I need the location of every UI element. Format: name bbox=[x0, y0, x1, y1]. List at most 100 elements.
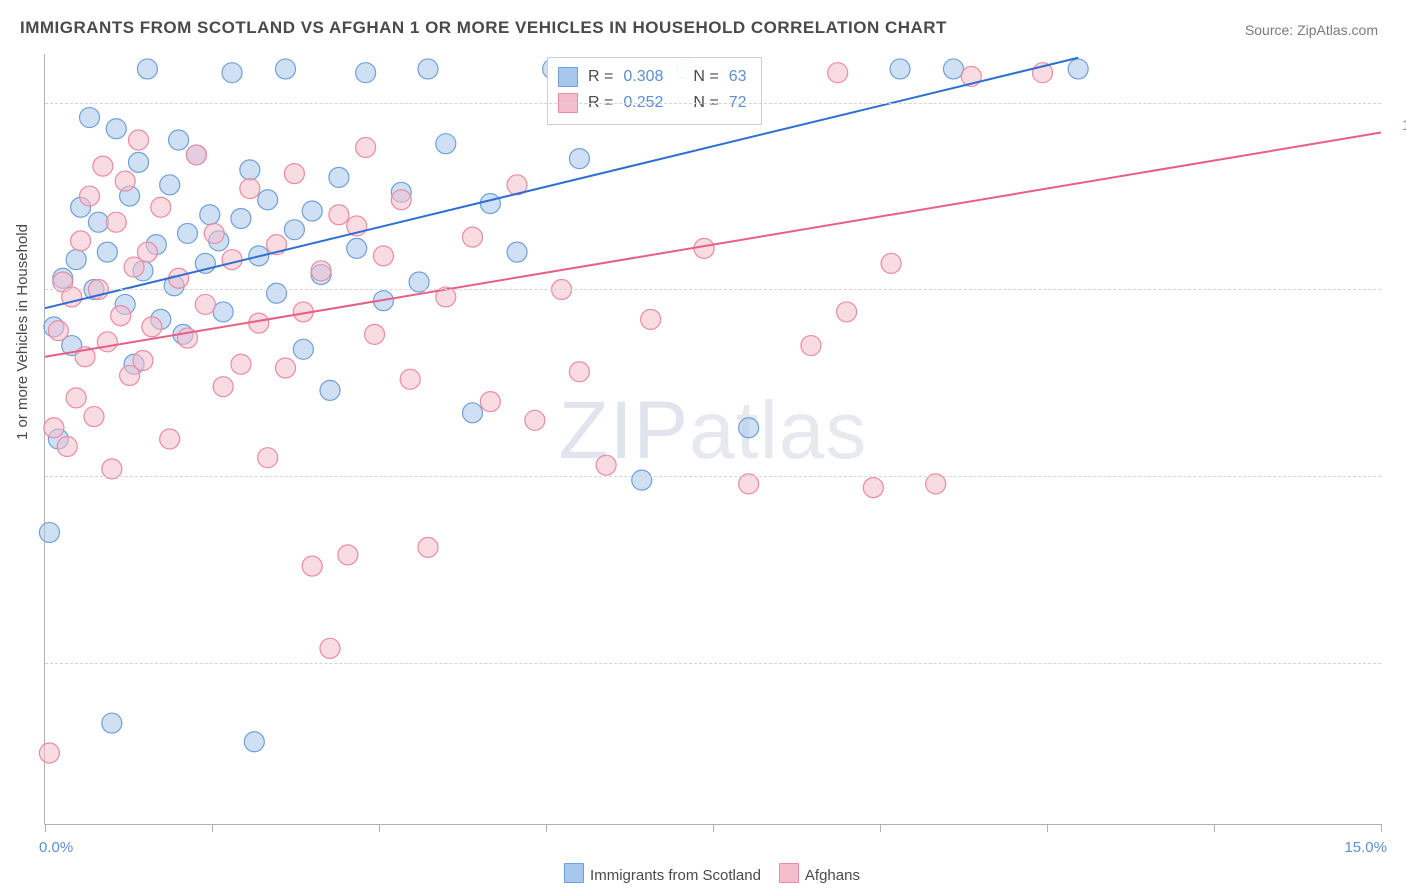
data-point bbox=[97, 332, 117, 352]
data-point bbox=[418, 59, 438, 79]
data-point bbox=[837, 302, 857, 322]
data-point bbox=[275, 358, 295, 378]
y-axis-title: 1 or more Vehicles in Household bbox=[14, 224, 31, 440]
data-point bbox=[160, 429, 180, 449]
data-point bbox=[111, 306, 131, 326]
data-point bbox=[373, 246, 393, 266]
x-axis-label-min: 0.0% bbox=[39, 839, 73, 856]
data-point bbox=[329, 205, 349, 225]
legend-label: Immigrants from Scotland bbox=[590, 867, 761, 884]
data-point bbox=[200, 205, 220, 225]
data-point bbox=[480, 194, 500, 214]
data-point bbox=[694, 238, 714, 258]
data-point bbox=[39, 743, 59, 763]
data-point bbox=[102, 713, 122, 733]
legend-swatch bbox=[779, 863, 799, 883]
data-point bbox=[240, 179, 260, 199]
data-point bbox=[106, 212, 126, 232]
data-point bbox=[569, 362, 589, 382]
data-point bbox=[569, 149, 589, 169]
legend-label: Afghans bbox=[805, 867, 860, 884]
chart-source: Source: ZipAtlas.com bbox=[1245, 22, 1378, 38]
data-point bbox=[596, 455, 616, 475]
data-point bbox=[302, 201, 322, 221]
legend-bottom: Immigrants from Scotland Afghans bbox=[0, 863, 1406, 884]
data-point bbox=[863, 478, 883, 498]
data-point bbox=[284, 220, 304, 240]
data-point bbox=[178, 223, 198, 243]
data-point bbox=[338, 545, 358, 565]
data-point bbox=[356, 63, 376, 83]
x-tick bbox=[546, 824, 547, 832]
data-point bbox=[347, 238, 367, 258]
data-point bbox=[151, 197, 171, 217]
data-point bbox=[302, 556, 322, 576]
gridline-h bbox=[45, 103, 1381, 104]
plot-area: ZIPatlas R =0.308N =63R =0.252N =72 0.0%… bbox=[44, 54, 1381, 825]
data-point bbox=[115, 171, 135, 191]
data-point bbox=[106, 119, 126, 139]
x-tick bbox=[1047, 824, 1048, 832]
data-point bbox=[525, 410, 545, 430]
data-point bbox=[258, 448, 278, 468]
data-point bbox=[632, 470, 652, 490]
data-point bbox=[320, 638, 340, 658]
data-point bbox=[133, 351, 153, 371]
data-point bbox=[1068, 59, 1088, 79]
data-point bbox=[129, 130, 149, 150]
n-value: 63 bbox=[729, 64, 747, 90]
data-point bbox=[213, 377, 233, 397]
x-tick bbox=[1214, 824, 1215, 832]
data-point bbox=[244, 732, 264, 752]
n-label: N = bbox=[693, 64, 718, 90]
data-point bbox=[284, 164, 304, 184]
chart-svg bbox=[45, 54, 1381, 824]
data-point bbox=[44, 418, 64, 438]
data-point bbox=[195, 294, 215, 314]
data-point bbox=[57, 436, 77, 456]
data-point bbox=[137, 242, 157, 262]
data-point bbox=[231, 208, 251, 228]
data-point bbox=[169, 130, 189, 150]
r-value: 0.308 bbox=[623, 64, 663, 90]
data-point bbox=[93, 156, 113, 176]
gridline-h bbox=[45, 663, 1381, 664]
data-point bbox=[249, 313, 269, 333]
data-point bbox=[160, 175, 180, 195]
data-point bbox=[881, 253, 901, 273]
legend-swatch bbox=[564, 863, 584, 883]
data-point bbox=[231, 354, 251, 374]
gridline-h bbox=[45, 476, 1381, 477]
data-point bbox=[142, 317, 162, 337]
x-tick bbox=[379, 824, 380, 832]
data-point bbox=[80, 108, 100, 128]
x-tick bbox=[1381, 824, 1382, 832]
series-swatch bbox=[558, 67, 578, 87]
data-point bbox=[275, 59, 295, 79]
data-point bbox=[463, 403, 483, 423]
data-point bbox=[48, 321, 68, 341]
y-tick-label: 95.0% bbox=[1393, 303, 1406, 320]
x-tick bbox=[713, 824, 714, 832]
data-point bbox=[890, 59, 910, 79]
y-tick-label: 100.0% bbox=[1393, 117, 1406, 134]
data-point bbox=[320, 380, 340, 400]
data-point bbox=[641, 309, 661, 329]
data-point bbox=[84, 407, 104, 427]
data-point bbox=[88, 212, 108, 232]
data-point bbox=[400, 369, 420, 389]
r-label: R = bbox=[588, 64, 613, 90]
data-point bbox=[186, 145, 206, 165]
y-tick-label: 90.0% bbox=[1393, 490, 1406, 507]
data-point bbox=[739, 418, 759, 438]
x-tick bbox=[880, 824, 881, 832]
data-point bbox=[391, 190, 411, 210]
data-point bbox=[66, 388, 86, 408]
data-point bbox=[356, 137, 376, 157]
data-point bbox=[311, 261, 331, 281]
x-tick bbox=[212, 824, 213, 832]
data-point bbox=[801, 336, 821, 356]
gridline-h bbox=[45, 289, 1381, 290]
data-point bbox=[436, 134, 456, 154]
data-point bbox=[204, 223, 224, 243]
